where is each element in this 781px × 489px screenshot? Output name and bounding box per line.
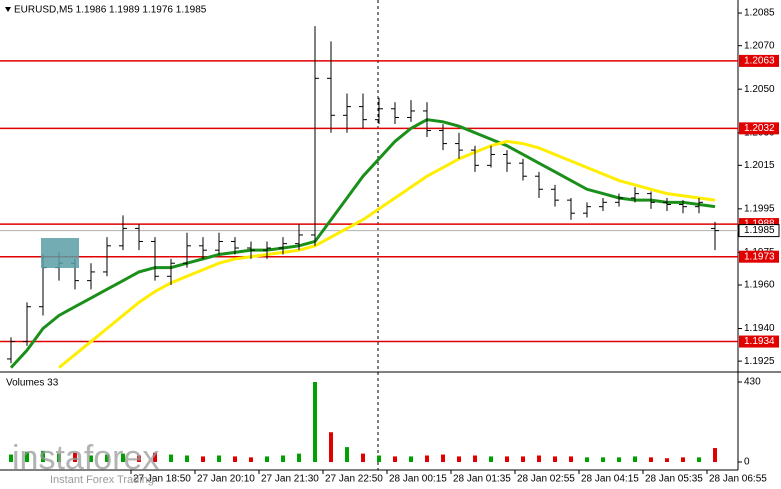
x-tick-label: 27 Jan 20:10 [197, 474, 255, 485]
y-tick-label: 1.1960 [744, 280, 775, 291]
volume-bar [601, 457, 605, 462]
volume-bar [57, 453, 61, 462]
volume-bar [169, 454, 173, 462]
volume-bar [233, 456, 237, 462]
volume-bar [473, 455, 477, 462]
volume-bar [345, 447, 349, 462]
level-label: 1.1973 [744, 251, 775, 262]
watermark: instaforex [12, 439, 159, 477]
volume-bar [73, 452, 77, 462]
volume-bar [713, 448, 717, 462]
y-tick-label: 1.2015 [744, 160, 775, 171]
volume-bar [441, 454, 445, 462]
volume-bar [489, 456, 493, 462]
volume-bar [585, 457, 589, 462]
level-label-bg [739, 122, 779, 135]
volume-bar [537, 455, 541, 462]
y-tick-label: 1.2050 [744, 84, 775, 95]
volume-bar [393, 456, 397, 462]
volume-bar [105, 454, 109, 462]
volume-bar [9, 454, 13, 462]
volume-bar [137, 455, 141, 462]
symbol-marker [5, 7, 11, 12]
volume-bar [249, 457, 253, 462]
level-label: 1.1934 [744, 336, 775, 347]
x-tick-label: 28 Jan 05:35 [645, 474, 703, 485]
x-tick-label: 27 Jan 22:50 [325, 474, 383, 485]
volume-bar [25, 451, 29, 462]
level-label: 1.2032 [744, 123, 775, 134]
volume-bar [505, 456, 509, 462]
y-tick-label: 1.1940 [744, 323, 775, 334]
level-label-bg [739, 250, 779, 263]
volume-bar [665, 458, 669, 462]
volume-bar [185, 455, 189, 462]
x-tick-label: 27 Jan 21:30 [261, 474, 319, 485]
volume-bar [633, 456, 637, 462]
level-label-bg [739, 335, 779, 348]
highlight-box [41, 238, 79, 268]
volume-bar [89, 455, 93, 462]
volume-bar [201, 456, 205, 462]
volume-bar [329, 432, 333, 462]
volume-bar [553, 456, 557, 462]
volume-bar [265, 456, 269, 462]
volume-bar [41, 450, 45, 462]
watermark-sub: Instant Forex Trading [50, 474, 154, 486]
moving-average [58, 139, 716, 369]
volume-bar [681, 457, 685, 462]
volume-bar [377, 455, 381, 462]
volume-title: Volumes 33 [6, 378, 59, 389]
v-tick-label: 430 [744, 377, 761, 388]
last-price-label: 1.1985 [744, 225, 775, 236]
volume-bar [425, 455, 429, 462]
volume-bar [697, 457, 701, 462]
volume-bar [457, 456, 461, 462]
x-tick-label: 28 Jan 00:15 [389, 474, 447, 485]
volume-bar [153, 452, 157, 462]
level-label: 1.2063 [744, 56, 775, 67]
x-tick-label: 28 Jan 04:15 [581, 474, 639, 485]
volume-bar [361, 453, 365, 462]
volume-bar [121, 453, 125, 462]
volume-bar [217, 455, 221, 462]
x-tick-label: 28 Jan 01:35 [453, 474, 511, 485]
v-tick-label: 0 [744, 457, 750, 468]
level-label-bg [739, 54, 779, 67]
volume-bar [281, 455, 285, 462]
moving-average [9, 118, 716, 369]
volume-bar [521, 456, 525, 462]
y-tick-label: 1.2085 [744, 8, 775, 19]
chart-title: EURUSD,M5 1.1986 1.1989 1.1976 1.1985 [14, 5, 207, 16]
volume-bar [409, 456, 413, 462]
volume-bar [649, 457, 653, 462]
x-tick-label: 28 Jan 06:55 [709, 474, 767, 485]
last-price-label-bg [738, 224, 780, 238]
x-tick-label: 27 Jan 18:50 [133, 474, 191, 485]
x-tick-label: 28 Jan 02:55 [517, 474, 575, 485]
volume-bar [569, 456, 573, 462]
y-tick-label: 1.2070 [744, 40, 775, 51]
volume-bar [617, 457, 621, 462]
y-tick-label: 1.1995 [744, 203, 775, 214]
y-tick-label: 1.1925 [744, 356, 775, 367]
volume-bar [297, 453, 301, 462]
volume-bar [313, 382, 317, 462]
